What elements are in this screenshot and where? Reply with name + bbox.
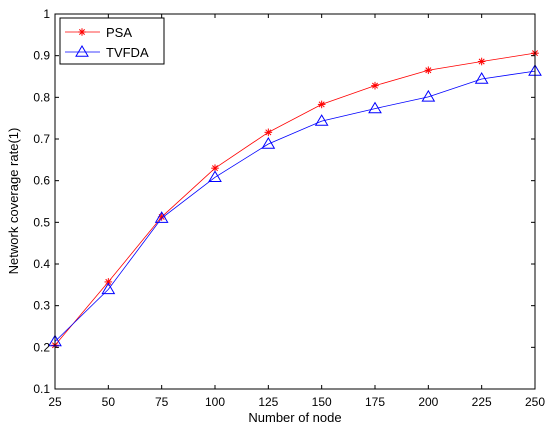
x-tick-label: 25 bbox=[48, 395, 62, 409]
x-tick-label: 125 bbox=[258, 395, 278, 409]
y-tick-label: 0.5 bbox=[33, 215, 50, 229]
x-tick-label: 250 bbox=[525, 395, 545, 409]
data-point-tvfda bbox=[474, 72, 489, 84]
legend-label: TVFDA bbox=[106, 45, 149, 60]
data-point-psa bbox=[371, 81, 379, 90]
plot-area bbox=[55, 14, 535, 389]
x-tick-label: 75 bbox=[155, 395, 169, 409]
y-tick-label: 0.7 bbox=[33, 132, 50, 146]
legend-item-psa: PSA bbox=[65, 25, 132, 40]
x-axis-title: Number of node bbox=[248, 410, 341, 425]
data-point-psa bbox=[424, 66, 433, 75]
legend-label: PSA bbox=[106, 25, 132, 40]
asterisk-marker bbox=[78, 28, 86, 36]
series-tvfda bbox=[48, 64, 542, 347]
x-tick-label: 200 bbox=[418, 395, 438, 409]
data-point-tvfda bbox=[421, 89, 436, 102]
data-point-psa bbox=[477, 57, 486, 66]
y-tick-label: 0.8 bbox=[33, 90, 50, 104]
data-point-psa bbox=[104, 278, 113, 286]
data-point-tvfda bbox=[261, 137, 276, 149]
legend-item-tvfda: TVFDA bbox=[65, 45, 149, 60]
y-tick-label: 0.4 bbox=[33, 257, 50, 271]
series-line-psa bbox=[54, 52, 536, 346]
y-tick-label: 0.3 bbox=[33, 299, 50, 313]
y-tick-label: 1 bbox=[43, 7, 50, 21]
data-point-tvfda bbox=[208, 170, 222, 183]
series-line-tvfda bbox=[54, 70, 536, 342]
data-point-tvfda bbox=[314, 114, 329, 126]
legend: PSA TVFDA bbox=[59, 17, 165, 65]
data-point-psa bbox=[317, 100, 326, 109]
y-tick-label: 0.9 bbox=[33, 49, 50, 63]
x-tick-label: 100 bbox=[205, 395, 225, 409]
y-tick-label: 0.2 bbox=[33, 340, 50, 354]
data-point-tvfda bbox=[154, 211, 169, 223]
x-tick-label: 50 bbox=[102, 395, 116, 409]
y-tick-label: 0.1 bbox=[33, 382, 50, 396]
y-tick-label: 0.6 bbox=[33, 174, 50, 188]
y-axis-title: Network coverage rate(1) bbox=[6, 128, 21, 275]
x-tick-label: 150 bbox=[312, 395, 332, 409]
triangle-marker bbox=[75, 45, 89, 57]
x-tick-label: 175 bbox=[365, 395, 385, 409]
data-point-tvfda bbox=[101, 282, 116, 295]
data-point-tvfda bbox=[368, 101, 382, 114]
data-point-psa bbox=[264, 128, 273, 137]
plot-frame bbox=[54, 13, 536, 390]
x-tick-label: 225 bbox=[472, 395, 492, 409]
